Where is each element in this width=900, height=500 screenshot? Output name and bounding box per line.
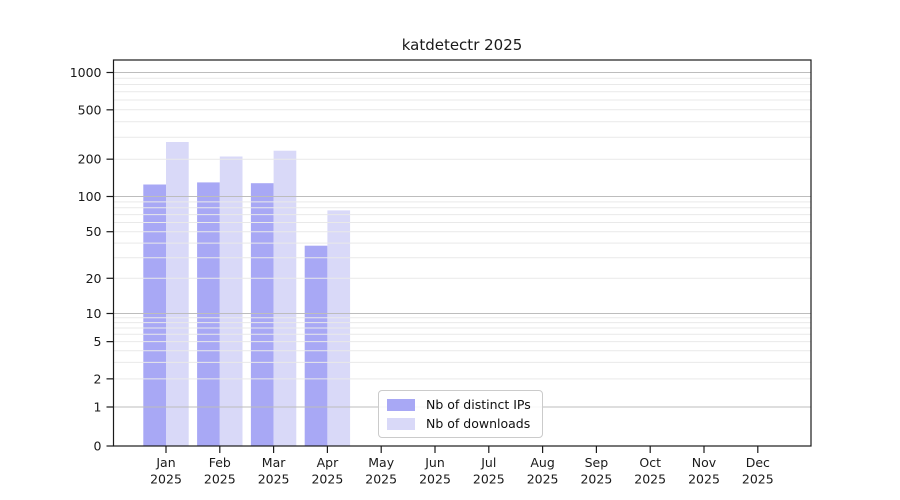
x-tick-label: Apr 2025 [311, 455, 343, 487]
legend-item-downloads: Nb of downloads [387, 414, 531, 433]
x-tick-label: Oct 2025 [634, 455, 666, 487]
bar-nb-of-downloads [273, 150, 297, 446]
y-tick-label: 100 [78, 189, 102, 204]
y-tick-label: 0 [94, 439, 102, 454]
x-tick-label: Nov 2025 [688, 455, 720, 487]
x-tick-label: Sep 2025 [580, 455, 612, 487]
bar-nb-of-distinct-ips [304, 245, 328, 446]
chart-title: katdetectr 2025 [401, 36, 523, 54]
chart-legend: Nb of distinct IPs Nb of downloads [378, 390, 543, 438]
x-tick-label: Jul 2025 [473, 455, 505, 487]
downloads-swatch-icon [387, 417, 415, 430]
x-tick-label: Feb 2025 [204, 455, 236, 487]
x-tick-label: May 2025 [365, 455, 397, 487]
y-tick-label: 1 [94, 400, 102, 415]
x-tick-label: Aug 2025 [527, 455, 559, 487]
bar-nb-of-downloads [166, 142, 189, 446]
bar-nb-of-distinct-ips [250, 183, 274, 446]
x-tick-label: Dec 2025 [742, 455, 774, 487]
x-tick-label: Mar 2025 [258, 455, 290, 487]
y-tick-label: 500 [78, 102, 102, 117]
y-tick-label: 5 [94, 334, 102, 349]
y-tick-label: 1000 [70, 65, 102, 80]
x-tick-label: Jan 2025 [150, 455, 182, 487]
y-tick-label: 10 [86, 306, 102, 321]
legend-label: Nb of distinct IPs [426, 397, 531, 412]
bar-nb-of-distinct-ips [197, 182, 220, 446]
bar-nb-of-distinct-ips [143, 184, 166, 446]
plot-border [112, 59, 812, 447]
y-tick-label: 20 [86, 271, 102, 286]
legend-item-distinct-ips: Nb of distinct IPs [387, 395, 531, 414]
bar-nb-of-downloads [219, 156, 243, 446]
y-tick-label: 200 [78, 152, 102, 167]
x-tick-label: Jun 2025 [419, 455, 451, 487]
y-tick-label: 2 [94, 371, 102, 386]
legend-label: Nb of downloads [426, 416, 531, 431]
y-tick-label: 50 [86, 224, 102, 239]
distinct-ips-swatch-icon [387, 398, 415, 411]
